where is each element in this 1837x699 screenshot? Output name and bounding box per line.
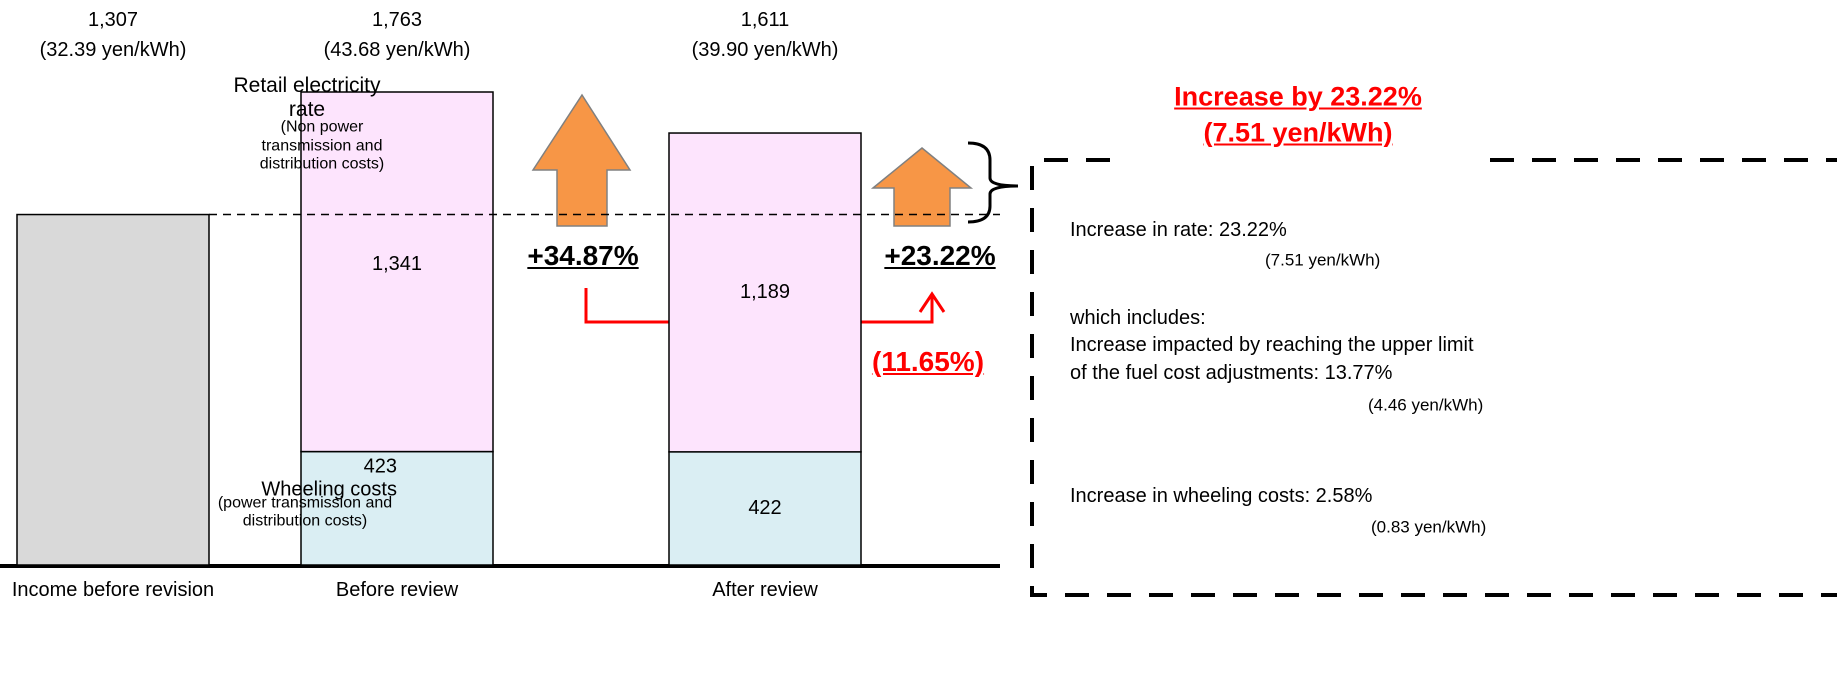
summary-line: of the fuel cost adjustments: 13.77% xyxy=(1070,362,1393,384)
bar-segment xyxy=(16,213,210,566)
segment-value: 1,341 xyxy=(371,252,423,275)
category-label: Before review xyxy=(335,579,459,601)
segment-value: 423 xyxy=(363,455,397,478)
summary-line: (4.46 yen/kWh) xyxy=(1368,395,1484,415)
segment-value: 422 xyxy=(748,497,782,520)
rate-label: (43.68 yen/kWh) xyxy=(323,39,471,61)
bar-segment xyxy=(300,450,494,566)
rate-label: (32.39 yen/kWh) xyxy=(39,39,187,61)
segment-labels: Retail electricity rate (Non power transm… xyxy=(233,74,493,452)
category-label: After review xyxy=(712,579,818,601)
summary-line: Increase in wheeling costs: 2.58% xyxy=(1070,485,1373,507)
bar-segment xyxy=(668,132,862,453)
segment-note: (Non power transmission and distribution… xyxy=(259,118,385,173)
segment-name: Wheeling costs xyxy=(261,478,397,501)
summary-line: Increase in rate: 23.22% xyxy=(1070,219,1287,241)
segment-value: 1,189 xyxy=(739,281,791,304)
summary-box xyxy=(1030,158,1837,597)
rate-label: (39.90 yen/kWh) xyxy=(691,39,839,61)
change-label: +23.22% xyxy=(884,240,996,271)
increase-arrow xyxy=(870,147,974,227)
summary-line: (7.51 yen/kWh) xyxy=(1265,250,1381,270)
segment-name: Retail electricity rate xyxy=(233,73,381,121)
segment-labels: 423 Wheeling costs (power transmission and… xyxy=(218,452,493,565)
summary-line: Increase impacted by reaching the upper … xyxy=(1070,334,1474,356)
bracket xyxy=(967,141,1019,224)
summary-line: (0.83 yen/kWh) xyxy=(1371,517,1487,537)
summary-line: which includes: xyxy=(1070,307,1206,329)
bar-segment xyxy=(668,451,862,566)
bar-segment xyxy=(300,91,494,453)
increase-arrow xyxy=(531,93,632,227)
segment-note: (power transmission and distribution cos… xyxy=(217,494,393,530)
total-label: 1,611 xyxy=(740,9,790,31)
summary-title: Increase by 23.22% xyxy=(1174,81,1422,112)
change-label: +34.87% xyxy=(527,240,639,271)
summary-subtitle: (7.51 yen/kWh) xyxy=(1203,117,1393,148)
total-label: 1,307 xyxy=(87,9,139,31)
total-label: 1,763 xyxy=(371,9,423,31)
difference-label: (11.65%) xyxy=(871,346,985,377)
category-label: Income before revision xyxy=(11,579,215,601)
connector-head xyxy=(918,291,946,313)
